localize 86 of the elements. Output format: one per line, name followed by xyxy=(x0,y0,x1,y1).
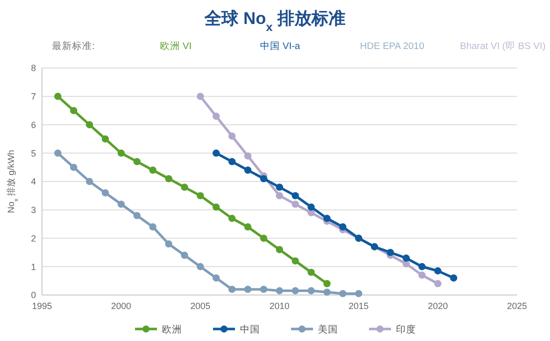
point xyxy=(402,254,410,262)
y-tick-label: 5 xyxy=(30,148,36,158)
point xyxy=(418,263,426,270)
point xyxy=(118,200,125,208)
text: HDE EPA 2010 xyxy=(360,41,424,52)
y-tick-label: 0 xyxy=(30,290,36,300)
point xyxy=(165,240,172,248)
point xyxy=(276,246,284,254)
point xyxy=(228,286,236,293)
point xyxy=(212,150,220,157)
point xyxy=(86,121,94,128)
point xyxy=(260,175,268,182)
point xyxy=(102,135,109,143)
y-tick-label: 8 xyxy=(30,63,36,74)
point xyxy=(292,287,299,294)
y-tick-label: 2 xyxy=(30,233,36,244)
point xyxy=(196,92,204,100)
point xyxy=(70,164,78,171)
point xyxy=(212,112,220,120)
x-tick-label: 2000 xyxy=(111,301,132,311)
point xyxy=(339,290,346,298)
point xyxy=(292,192,299,200)
point xyxy=(228,158,236,166)
point xyxy=(133,212,141,220)
point xyxy=(323,280,331,288)
point xyxy=(86,178,94,186)
y-tick-label: 3 xyxy=(30,205,36,216)
x-tick-label: 2005 xyxy=(190,301,210,311)
point xyxy=(244,286,252,293)
point xyxy=(323,288,331,296)
point xyxy=(212,274,220,282)
point xyxy=(244,223,252,230)
point xyxy=(292,200,299,208)
point xyxy=(70,106,78,114)
legend-label: 印度 xyxy=(396,323,416,336)
chart-title: 全球 No$_{x}$ 排放标准 xyxy=(204,9,346,34)
x-tick-label: 1995 xyxy=(32,301,52,311)
point xyxy=(165,175,172,182)
point xyxy=(418,272,426,279)
y-tick-label: 4 xyxy=(30,176,36,187)
y-tick-label: 6 xyxy=(30,120,36,130)
point xyxy=(228,214,236,222)
point xyxy=(180,184,188,191)
point xyxy=(276,192,284,200)
x-tick-label: 2025 xyxy=(506,301,528,311)
point xyxy=(434,267,442,274)
text: 中国 VI-a xyxy=(260,40,301,52)
text: 最新标准: xyxy=(52,40,95,52)
point xyxy=(323,214,331,222)
text: Bharat VI (即 BS VI) xyxy=(460,41,546,52)
point xyxy=(260,234,268,242)
x-tick-label: 2020 xyxy=(428,301,448,311)
point xyxy=(244,166,252,174)
x-tick-label: 2015 xyxy=(348,301,369,311)
point xyxy=(180,252,188,259)
point xyxy=(118,150,125,157)
point xyxy=(276,287,284,294)
legend-label: 美国 xyxy=(318,323,338,336)
y-tick-label: 1 xyxy=(30,262,36,272)
legend-label: 欧洲 xyxy=(162,323,182,336)
text: 欧洲 VI xyxy=(160,40,192,52)
point xyxy=(196,192,204,200)
point xyxy=(339,223,346,230)
x-tick-label: 2010 xyxy=(269,301,290,311)
point xyxy=(386,248,394,256)
point xyxy=(228,132,236,140)
point xyxy=(355,290,362,298)
point xyxy=(54,92,62,100)
point xyxy=(196,263,204,270)
point xyxy=(276,184,284,191)
point xyxy=(308,287,315,294)
point xyxy=(133,158,141,166)
point xyxy=(149,166,156,174)
point xyxy=(434,280,442,288)
point xyxy=(102,189,109,196)
point xyxy=(450,274,458,282)
point xyxy=(260,286,268,293)
point xyxy=(149,223,156,230)
point xyxy=(244,152,252,160)
point xyxy=(54,150,62,157)
point xyxy=(308,203,315,211)
point xyxy=(308,268,315,276)
legend-label: 中国 xyxy=(240,323,260,336)
y-tick-label: 7 xyxy=(30,92,36,102)
point xyxy=(212,203,220,211)
point xyxy=(292,257,299,265)
